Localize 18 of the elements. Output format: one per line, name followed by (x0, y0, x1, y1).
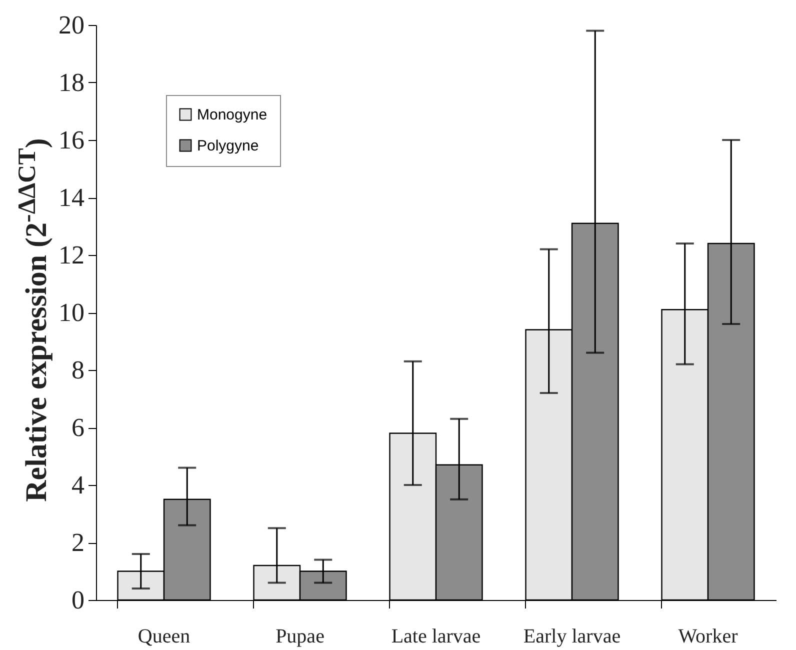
x-tick-label: Early larvae (523, 626, 621, 648)
legend-label: Polygyne (197, 138, 259, 154)
legend-label: Monogyne (197, 106, 268, 124)
y-tick-label: 4 (72, 470, 84, 500)
y-tick-label: 8 (72, 356, 84, 384)
y-tick-label: 10 (58, 298, 84, 327)
x-tick-label: Queen (138, 626, 190, 648)
y-tick-label: 20 (58, 10, 84, 40)
x-tick-label: Late larvae (391, 626, 481, 648)
y-tick-label: 16 (58, 126, 84, 154)
y-tick-label: 12 (58, 240, 84, 270)
y-tick-label: 14 (58, 183, 84, 212)
x-tick-label: Worker (678, 626, 738, 648)
x-tick-label: Pupae (276, 626, 325, 648)
y-tick-label: 18 (58, 68, 84, 97)
y-tick-label: 6 (72, 413, 84, 442)
y-tick-label: 2 (72, 528, 84, 557)
y-tick-label: 0 (72, 586, 84, 614)
